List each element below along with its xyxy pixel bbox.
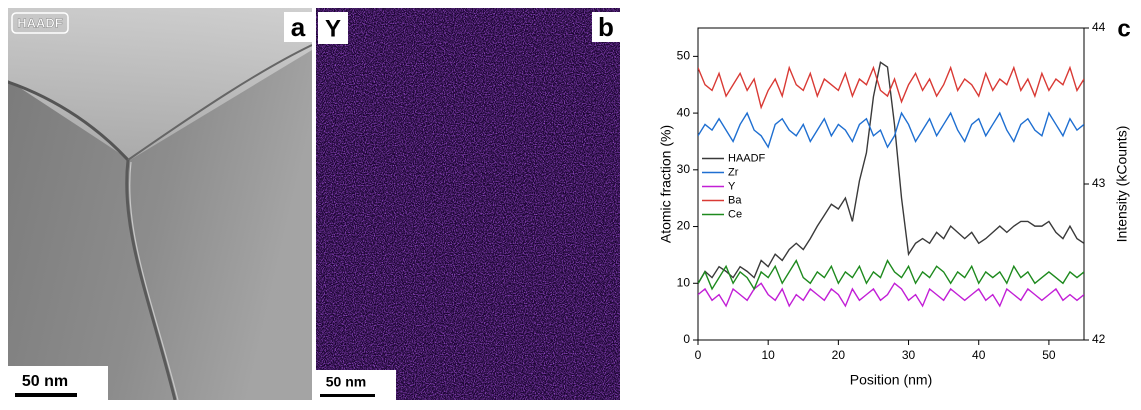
legend-label: Zr: [728, 166, 739, 178]
legend-label: Ba: [728, 194, 742, 206]
series-line: [698, 111, 1084, 149]
y2-axis-label: Intensity (kCounts): [1114, 126, 1130, 243]
series-line: [698, 61, 1084, 285]
panel-tag: HAADF: [17, 15, 63, 30]
letter-box: [592, 12, 620, 42]
series-line: [698, 282, 1084, 308]
x-tick-label: 40: [972, 348, 986, 362]
y-map-noise: [316, 8, 620, 400]
y-tick-label: 50: [677, 49, 691, 63]
plot-frame: [697, 27, 1085, 341]
element-label: Y: [325, 15, 341, 42]
x-tick-label: 20: [832, 348, 846, 362]
panel-letter: a: [291, 12, 306, 42]
legend-label: HAADF: [728, 152, 766, 164]
element-box: [318, 12, 348, 44]
scale-label: 50 nm: [326, 374, 366, 390]
panel-letter: c: [1117, 15, 1130, 42]
scale-bar: [320, 394, 375, 397]
y-tick-label: 30: [677, 162, 691, 176]
series-line: [698, 259, 1084, 291]
scale-label: 50 nm: [22, 373, 68, 390]
scale-bar: [15, 393, 77, 397]
legend-label: Ce: [728, 208, 742, 220]
plot-lines: [698, 61, 1084, 308]
x-tick-label: 0: [695, 348, 702, 362]
x-axis-label: Position (nm): [850, 372, 932, 388]
tag-box: [11, 12, 69, 34]
y-axis-label: Atomic fraction (%): [658, 125, 674, 243]
y2-tick-label: 43: [1092, 176, 1106, 190]
x-tick-label: 50: [1042, 348, 1056, 362]
y-tick-label: 40: [677, 105, 691, 119]
y-tick-label: 10: [677, 275, 691, 289]
x-tick-label: 30: [902, 348, 916, 362]
legend-label: Y: [728, 180, 736, 192]
series-line: [698, 65, 1084, 110]
y-tick-label: 0: [683, 332, 690, 346]
x-tick-label: 10: [762, 348, 776, 362]
panel-letter: b: [598, 12, 614, 42]
y2-tick-label: 42: [1092, 332, 1106, 346]
y2-tick-label: 44: [1092, 20, 1106, 34]
y-tick-label: 20: [677, 219, 691, 233]
haadf-image: [8, 8, 312, 400]
letter-box: [284, 12, 312, 42]
